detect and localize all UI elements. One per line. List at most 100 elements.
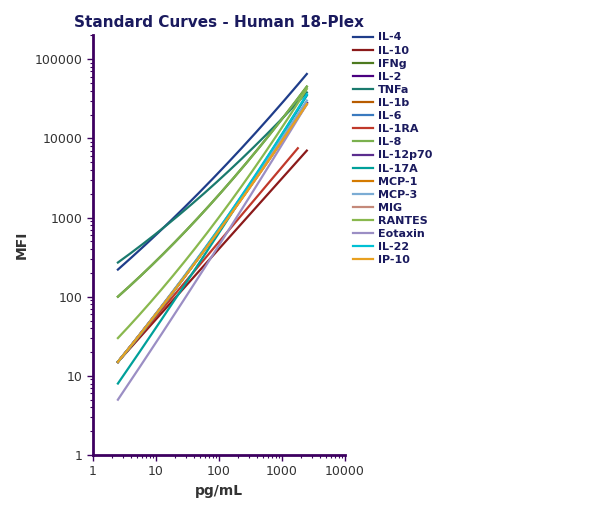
IP-10 <box>150 315 157 321</box>
TNFa <box>114 260 122 266</box>
MCP-1 <box>122 349 129 356</box>
MCP-3 <box>287 122 294 128</box>
Eotaxin <box>287 128 294 134</box>
RANTES <box>114 335 122 341</box>
IL-1b <box>126 345 133 351</box>
IL-4 <box>150 234 157 241</box>
Line: IP-10: IP-10 <box>118 104 307 362</box>
MCP-1 <box>126 345 133 351</box>
IL-2 <box>287 124 294 130</box>
Line: IL-1b: IL-1b <box>118 103 307 362</box>
IL-1RA <box>114 359 122 365</box>
RANTES <box>294 101 301 107</box>
Eotaxin <box>294 116 301 123</box>
IL-1b <box>165 295 172 301</box>
Line: TNFa: TNFa <box>118 92 307 263</box>
IL-10 <box>122 350 129 357</box>
IL-1RA <box>162 302 170 308</box>
IL-1RA <box>125 346 133 352</box>
Title: Standard Curves - Human 18-Plex: Standard Curves - Human 18-Plex <box>74 15 364 30</box>
IL-12p70 <box>122 349 129 356</box>
MIG <box>287 125 294 131</box>
Eotaxin <box>126 380 133 386</box>
IL-10 <box>126 346 133 352</box>
MIG <box>126 345 133 351</box>
TNFa <box>122 254 129 260</box>
IL-2 <box>122 349 129 356</box>
IFNg <box>114 293 122 300</box>
IL-8 <box>114 293 122 300</box>
IL-1RA <box>122 350 129 357</box>
Line: IL-17A: IL-17A <box>118 95 307 384</box>
IL-10 <box>287 166 294 172</box>
Line: MCP-1: MCP-1 <box>118 104 307 362</box>
MCP-3 <box>122 349 129 356</box>
IL-2 <box>150 314 157 321</box>
IL-4 <box>303 71 311 77</box>
IL-1b <box>303 100 311 106</box>
IFNg <box>294 96 301 102</box>
IL-12p70 <box>294 114 301 120</box>
IL-4 <box>122 260 129 266</box>
IL-22 <box>303 91 311 97</box>
IL-1RA <box>148 319 155 325</box>
IL-12p70 <box>150 314 157 321</box>
Line: Eotaxin: Eotaxin <box>118 104 307 400</box>
IL-6 <box>126 345 133 351</box>
IFNg <box>150 261 157 267</box>
IL-12p70 <box>303 100 311 106</box>
IL-1b <box>150 314 157 321</box>
MCP-3 <box>303 97 311 104</box>
RANTES <box>303 86 311 92</box>
RANTES <box>150 296 157 302</box>
IL-22 <box>287 117 294 123</box>
IL-8 <box>122 287 129 293</box>
IFNg <box>165 246 172 252</box>
MCP-3 <box>114 359 122 365</box>
IL-8 <box>126 283 133 289</box>
IL-4 <box>165 220 172 226</box>
IL-17A <box>114 381 122 387</box>
IL-17A <box>287 118 294 124</box>
MCP-1 <box>287 125 294 131</box>
RANTES <box>165 279 172 285</box>
MIG <box>294 115 301 122</box>
IL-8 <box>303 84 311 90</box>
IL-1b <box>294 114 301 120</box>
IL-8 <box>150 261 157 267</box>
Line: IFNg: IFNg <box>118 87 307 297</box>
Y-axis label: MFI: MFI <box>15 231 29 260</box>
Line: IL-12p70: IL-12p70 <box>118 103 307 362</box>
IL-22 <box>294 107 301 113</box>
IL-10 <box>150 320 157 326</box>
IL-8 <box>287 105 294 111</box>
IL-6 <box>303 92 311 98</box>
Eotaxin <box>165 321 172 327</box>
IL-10 <box>294 158 301 164</box>
IL-12p70 <box>114 359 122 365</box>
RANTES <box>287 111 294 117</box>
MCP-1 <box>303 101 311 107</box>
Line: IL-8: IL-8 <box>118 87 307 297</box>
Line: IL-4: IL-4 <box>118 74 307 269</box>
IP-10 <box>294 115 301 122</box>
MCP-3 <box>150 314 157 320</box>
IL-17A <box>122 369 129 376</box>
IL-8 <box>294 96 301 102</box>
Line: IL-6: IL-6 <box>118 95 307 362</box>
MCP-3 <box>126 345 133 351</box>
Line: IL-1RA: IL-1RA <box>118 148 298 362</box>
IL-6 <box>114 359 122 365</box>
IL-10 <box>114 359 122 365</box>
IL-1b <box>114 359 122 365</box>
Line: IL-2: IL-2 <box>118 103 307 362</box>
X-axis label: pg/mL: pg/mL <box>195 484 243 498</box>
IL-17A <box>294 107 301 113</box>
IL-1RA <box>285 156 292 162</box>
TNFa <box>126 251 133 258</box>
IL-22 <box>150 315 157 321</box>
Line: MIG: MIG <box>118 104 307 362</box>
IP-10 <box>114 359 122 365</box>
MCP-3 <box>165 294 172 301</box>
MCP-1 <box>114 359 122 365</box>
